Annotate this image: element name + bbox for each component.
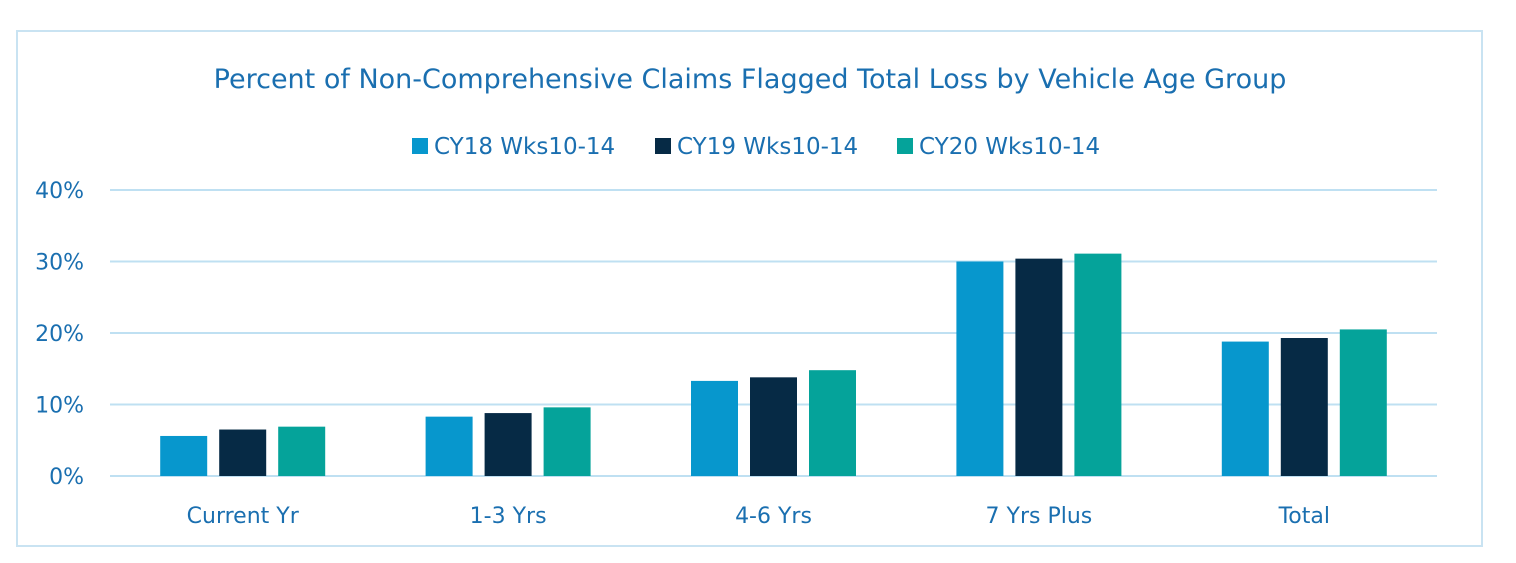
y-tick-label: 30% [35,251,84,276]
bar [1280,338,1328,476]
y-tick-label: 20% [35,322,84,347]
legend-swatch [655,138,671,154]
bars [160,253,1387,476]
bar [219,429,267,476]
chart-title: Percent of Non-Comprehensive Claims Flag… [214,64,1287,95]
bar [691,380,738,476]
legend: CY18 Wks10-14 CY19 Wks10-14 CY20 Wks10-14 [412,134,1100,160]
gridlines [110,189,1437,477]
y-tick-label: 40% [35,179,84,204]
x-category-label: Total [1278,504,1330,529]
bar [956,261,1004,476]
x-category-label: 4-6 Yrs [735,504,812,529]
y-tick-label: 10% [35,394,84,419]
bar [160,435,208,476]
x-category-label: Current Yr [187,504,300,529]
bar [1339,329,1387,476]
bar [425,416,473,476]
x-category-label: 1-3 Yrs [470,504,547,529]
bar [1015,258,1063,476]
bar [278,426,326,476]
bar [1221,341,1269,476]
bar [1074,253,1122,476]
chart-frame [16,30,1483,547]
y-tick-label: 0% [49,465,84,490]
bar [750,377,797,476]
y-axis: 0% 10% 20% 30% 40% [35,179,84,490]
x-axis: Current Yr 1-3 Yrs 4-6 Yrs 7 Yrs Plus Total [187,504,1330,529]
legend-label: CY18 Wks10-14 [434,134,615,160]
bar [543,407,591,476]
x-category-label: 7 Yrs Plus [986,504,1093,529]
bar [809,370,856,476]
legend-label: CY19 Wks10-14 [677,134,858,160]
legend-swatch [897,138,913,154]
legend-label: CY20 Wks10-14 [919,134,1100,160]
bar [484,413,532,476]
legend-swatch [412,138,428,154]
